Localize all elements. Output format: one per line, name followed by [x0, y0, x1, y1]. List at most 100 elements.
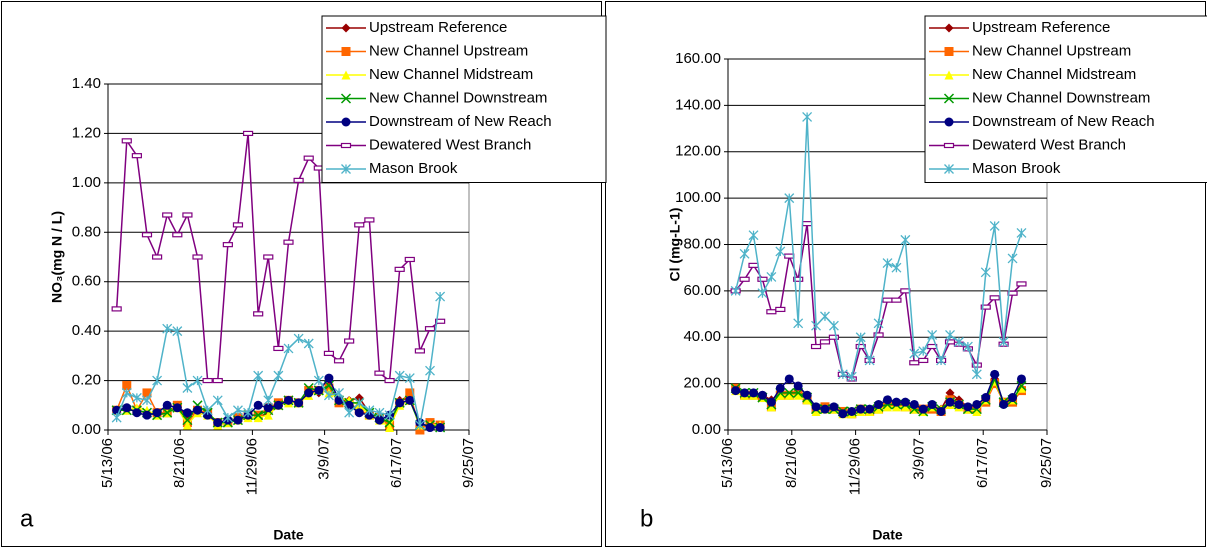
marker — [757, 276, 768, 282]
marker — [293, 333, 304, 344]
marker — [263, 410, 273, 420]
marker — [918, 357, 929, 364]
marker — [847, 406, 857, 416]
marker — [953, 336, 964, 347]
y-tick-label: 1.40 — [72, 75, 101, 92]
marker — [162, 400, 172, 410]
marker — [730, 285, 741, 296]
legend-marker — [341, 70, 351, 80]
y-tick-label: 100.00 — [675, 189, 721, 206]
legend-label: New Channel Downstream — [369, 89, 547, 106]
y-tick-label: 1.00 — [72, 174, 101, 191]
marker — [989, 220, 1000, 231]
marker — [182, 383, 193, 393]
marker — [739, 276, 750, 282]
legend-label: New Channel Upstream — [369, 42, 528, 59]
marker — [927, 399, 937, 409]
marker — [784, 374, 794, 384]
legend-label: New Channel Downstream — [972, 89, 1150, 106]
marker — [405, 388, 415, 398]
marker — [972, 399, 982, 409]
marker — [314, 385, 324, 395]
marker — [303, 338, 314, 349]
marker — [739, 248, 750, 259]
marker — [793, 276, 804, 282]
legend-marker — [944, 70, 954, 80]
marker — [283, 239, 294, 245]
marker — [253, 311, 264, 317]
marker — [918, 404, 928, 414]
y-tick-label: 40.00 — [683, 328, 721, 345]
marker — [435, 318, 446, 324]
legend-marker — [944, 47, 954, 56]
legend-marker — [341, 117, 351, 127]
legend-label: Mason Brook — [369, 160, 458, 177]
marker — [172, 232, 183, 238]
marker — [766, 397, 776, 407]
legend-label: New Channel Midstream — [369, 66, 533, 83]
marker — [141, 232, 153, 238]
y-tick-label: 0.20 — [72, 372, 101, 389]
marker — [142, 395, 152, 406]
legend-marker — [340, 142, 352, 149]
legend-label: Dewatered West Branch — [369, 136, 531, 153]
legend-marker — [944, 117, 954, 127]
marker — [882, 297, 893, 303]
marker — [1016, 227, 1027, 238]
marker — [865, 404, 875, 414]
y-tick-label: 60.00 — [683, 282, 721, 299]
legend-marker — [944, 164, 954, 174]
marker — [324, 373, 334, 383]
y-axis-label: NO₃(mg N / L) — [49, 211, 65, 303]
marker — [394, 370, 405, 381]
legend-marker — [341, 164, 351, 174]
legend-label: Upstream Reference — [972, 19, 1110, 36]
marker — [344, 338, 355, 344]
marker — [909, 360, 920, 366]
marker — [846, 371, 857, 382]
marker — [784, 387, 795, 398]
marker — [334, 387, 344, 398]
marker — [757, 390, 767, 400]
marker — [989, 295, 1000, 301]
marker — [213, 418, 223, 428]
marker — [740, 388, 750, 398]
legend-label: New Channel Midstream — [972, 66, 1136, 83]
legend-marker — [340, 93, 352, 104]
marker — [182, 420, 192, 430]
marker — [802, 221, 813, 227]
marker — [395, 398, 405, 408]
marker — [232, 222, 244, 228]
marker — [243, 407, 254, 418]
panel-label: b — [640, 505, 653, 532]
marker — [793, 318, 804, 329]
marker — [182, 415, 193, 426]
marker — [263, 254, 274, 260]
marker — [766, 309, 777, 315]
marker — [162, 323, 173, 334]
marker — [820, 311, 830, 322]
x-tick-label: 9/25/07 — [1038, 438, 1055, 488]
marker — [344, 407, 355, 418]
marker — [784, 390, 794, 400]
legend-label: New Channel Upstream — [972, 42, 1131, 59]
marker — [793, 381, 803, 391]
x-axis-label: Date — [273, 527, 304, 543]
x-tick-label: 3/9/07 — [316, 438, 333, 480]
marker — [828, 320, 839, 331]
marker — [111, 412, 122, 423]
marker — [793, 390, 803, 400]
marker — [864, 355, 875, 366]
marker — [333, 358, 345, 364]
marker — [909, 399, 919, 409]
marker — [294, 398, 304, 408]
y-axis-label: Cl (mg-L-1) — [667, 208, 683, 282]
marker — [414, 420, 425, 431]
marker — [874, 404, 884, 414]
marker — [354, 222, 365, 228]
marker — [222, 242, 233, 248]
marker — [131, 153, 142, 159]
marker — [374, 370, 385, 376]
marker — [212, 395, 223, 406]
legend-box — [924, 15, 1207, 183]
